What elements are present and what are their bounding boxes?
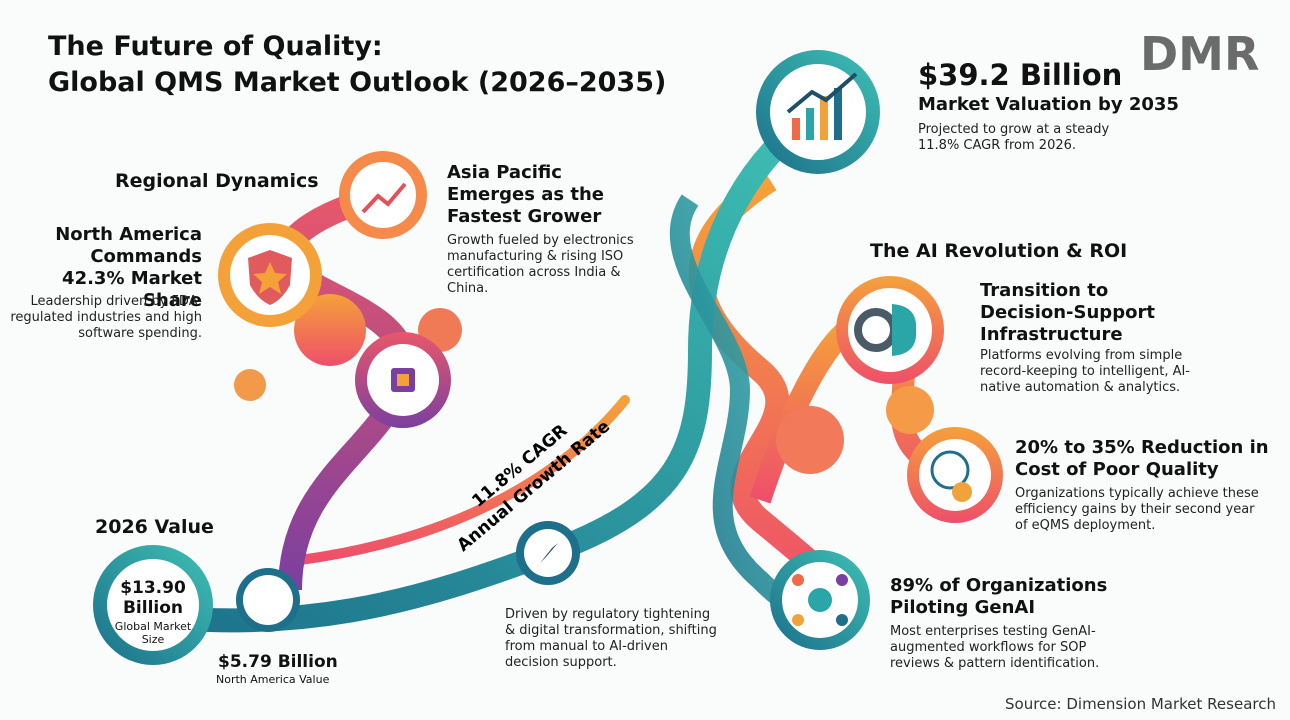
title: The Future of Quality:: [48, 31, 383, 62]
headline: North America Commands 42.3% Market Shar…: [55, 224, 202, 311]
na-value: $5.79 Billion: [218, 652, 338, 672]
section-title: The AI Revolution & ROI: [870, 240, 1128, 262]
source: Source: Dimension Market Research: [1005, 695, 1276, 713]
headline: 20% to 35% Reduction in Cost of Poor Qua…: [1015, 437, 1269, 480]
valuation-subhead: Market Valuation by 2035: [918, 94, 1179, 115]
na-label: North America Value: [216, 673, 330, 686]
value: $13.90 Billion: [120, 578, 186, 618]
title: Global QMS Market Outlook (2026–2035): [48, 67, 667, 98]
valuation-text: Projected to grow at a steady 11.8% CAGR…: [918, 122, 1110, 153]
text: Platforms evolving from simple record-ke…: [980, 348, 1190, 395]
text: Most enterprises testing GenAI-augmented…: [890, 624, 1100, 671]
text: Leadership driven by FDA-regulated indus…: [10, 294, 202, 341]
headline: Transition to Decision-Support Infrastru…: [980, 280, 1155, 345]
text: Organizations typically achieve these ef…: [1015, 486, 1259, 533]
valuation-headline: $39.2 Billion: [918, 58, 1123, 92]
logo: DMR: [1140, 27, 1259, 81]
section-title: 2026 Value: [95, 516, 214, 538]
section-title: Regional Dynamics: [115, 170, 319, 192]
value-label: Global Market Size: [114, 620, 192, 646]
headline: 89% of Organizations Piloting GenAI: [890, 575, 1108, 618]
text: Growth fueled by electronics manufacturi…: [447, 233, 634, 296]
headline: Asia Pacific Emerges as the Fastest Grow…: [447, 162, 604, 227]
driver-text: Driven by regulatory tightening & digita…: [505, 607, 717, 670]
